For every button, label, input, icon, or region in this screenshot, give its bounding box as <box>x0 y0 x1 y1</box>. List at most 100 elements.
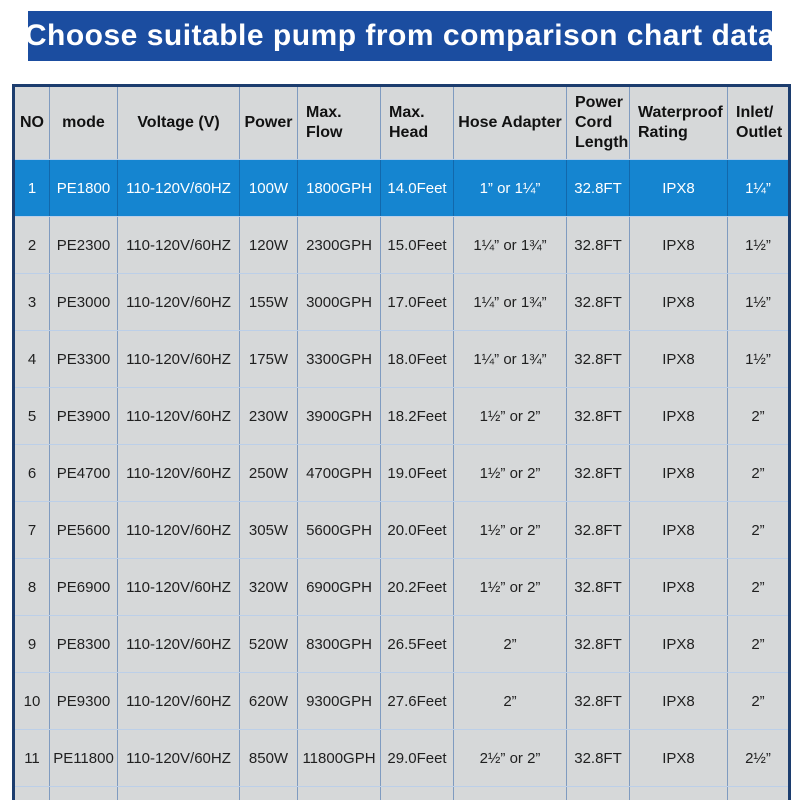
cell-no: 12 <box>13 786 50 800</box>
cell-mode: PE5600 <box>49 501 118 559</box>
cell-voltage: 110-120V/60HZ <box>117 159 240 217</box>
cell-max-flow: 2300GPH <box>297 216 381 274</box>
cell-power: 620W <box>239 672 298 730</box>
cell-max-flow: 6900GPH <box>297 558 381 616</box>
table-row: 10 PE9300 110-120V/60HZ 620W 9300GPH 27.… <box>13 672 790 730</box>
cell-waterproof: IPX8 <box>629 558 728 616</box>
cell-voltage: 110-120V/60HZ <box>117 501 240 559</box>
cell-max-head: 15.0Feet <box>380 216 454 274</box>
cell-voltage: 110-120V/60HZ <box>117 216 240 274</box>
cell-mode: PE3000 <box>49 273 118 331</box>
cell-inlet-outlet: 1½” <box>727 330 790 388</box>
cell-hose-adapter: 2” <box>453 615 567 673</box>
cell-max-flow: 3300GPH <box>297 330 381 388</box>
cell-hose-adapter: 1¼” or 1¾” <box>453 216 567 274</box>
cell-max-head: 14.0Feet <box>380 159 454 217</box>
cell-power: 230W <box>239 387 298 445</box>
cell-mode: PE9300 <box>49 672 118 730</box>
cell-inlet-outlet: 2” <box>727 444 790 502</box>
cell-max-head: 18.0Feet <box>380 330 454 388</box>
cell-mode: PE3900 <box>49 387 118 445</box>
cell-hose-adapter: 2” <box>453 672 567 730</box>
table-row: 1 PE1800 110-120V/60HZ 100W 1800GPH 14.0… <box>13 159 790 217</box>
col-header-voltage: Voltage (V) <box>117 85 240 160</box>
cell-max-flow: 1800GPH <box>297 159 381 217</box>
cell-voltage: 110-120V/60HZ <box>117 672 240 730</box>
cell-cord-length: 32.8FT <box>566 216 630 274</box>
cell-voltage: 110-120V/60HZ <box>117 615 240 673</box>
cell-mode: PE3300 <box>49 330 118 388</box>
cell-power: 175W <box>239 330 298 388</box>
cell-hose-adapter: 1” or 1¼” <box>453 159 567 217</box>
cell-waterproof: IPX8 <box>629 216 728 274</box>
table-row: 4 PE3300 110-120V/60HZ 175W 3300GPH 18.0… <box>13 330 790 388</box>
cell-hose-adapter: 1½” or 2” <box>453 444 567 502</box>
cell-max-head: 27.6Feet <box>380 672 454 730</box>
cell-waterproof: IPX8 <box>629 444 728 502</box>
cell-power: 100W <box>239 159 298 217</box>
cell-cord-length: 32.8FT <box>566 672 630 730</box>
col-header-power: Power <box>239 85 298 160</box>
cell-cord-length: 32.8FT <box>566 330 630 388</box>
cell-hose-adapter: 1¼” or 1¾” <box>453 330 567 388</box>
cell-hose-adapter: 1¼” or 1¾” <box>453 273 567 331</box>
cell-inlet-outlet: 2” <box>727 387 790 445</box>
col-header-mode: mode <box>49 85 118 160</box>
cell-voltage: 110-120V/60HZ <box>117 273 240 331</box>
cell-no: 7 <box>13 501 50 559</box>
header-row: NO mode Voltage (V) Power Max. Flow Max.… <box>13 85 790 160</box>
cell-max-head: 20.2Feet <box>380 558 454 616</box>
table-row: 8 PE6900 110-120V/60HZ 320W 6900GPH 20.2… <box>13 558 790 616</box>
cell-power: 1100W <box>239 786 298 800</box>
cell-voltage: 110-120V/60HZ <box>117 558 240 616</box>
cell-hose-adapter: 1½” or 2” <box>453 387 567 445</box>
cell-mode: PE8300 <box>49 615 118 673</box>
cell-mode: PE11800 <box>49 729 118 787</box>
cell-no: 4 <box>13 330 50 388</box>
table-row: 5 PE3900 110-120V/60HZ 230W 3900GPH 18.2… <box>13 387 790 445</box>
cell-cord-length: 32.8FT <box>566 729 630 787</box>
col-header-inlet-outlet: Inlet/ Outlet <box>727 85 790 160</box>
cell-no: 8 <box>13 558 50 616</box>
cell-cord-length: 32.8FT <box>566 786 630 800</box>
cell-hose-adapter: 2½” or 2” <box>453 786 567 800</box>
cell-waterproof: IPX8 <box>629 387 728 445</box>
cell-max-flow: 4700GPH <box>297 444 381 502</box>
cell-max-flow: 3900GPH <box>297 387 381 445</box>
cell-voltage: 110-120V/60HZ <box>117 444 240 502</box>
table-body: 1 PE1800 110-120V/60HZ 100W 1800GPH 14.0… <box>13 159 790 800</box>
cell-max-head: 20.0Feet <box>380 501 454 559</box>
col-header-waterproof: Waterproof Rating <box>629 85 728 160</box>
cell-waterproof: IPX8 <box>629 786 728 800</box>
cell-max-flow: 5600GPH <box>297 501 381 559</box>
cell-no: 6 <box>13 444 50 502</box>
cell-mode: PE1800 <box>49 159 118 217</box>
cell-max-flow: 13800GPH <box>297 786 381 800</box>
cell-cord-length: 32.8FT <box>566 501 630 559</box>
cell-inlet-outlet: 2½” <box>727 729 790 787</box>
cell-max-head: 18.2Feet <box>380 387 454 445</box>
cell-voltage: 110-120V/60HZ <box>117 729 240 787</box>
cell-max-head: 35.5Feet <box>380 786 454 800</box>
cell-power: 305W <box>239 501 298 559</box>
cell-cord-length: 32.8FT <box>566 273 630 331</box>
cell-power: 850W <box>239 729 298 787</box>
cell-hose-adapter: 2½” or 2” <box>453 729 567 787</box>
col-header-no: NO <box>13 85 50 160</box>
cell-no: 9 <box>13 615 50 673</box>
cell-power: 320W <box>239 558 298 616</box>
cell-voltage: 110-120V/60HZ <box>117 786 240 800</box>
cell-max-flow: 3000GPH <box>297 273 381 331</box>
cell-no: 5 <box>13 387 50 445</box>
cell-inlet-outlet: 1¼” <box>727 159 790 217</box>
col-header-max-flow: Max. Flow <box>297 85 381 160</box>
table-container: NO mode Voltage (V) Power Max. Flow Max.… <box>12 84 791 800</box>
cell-inlet-outlet: 2½” <box>727 786 790 800</box>
cell-max-flow: 8300GPH <box>297 615 381 673</box>
table-row: 7 PE5600 110-120V/60HZ 305W 5600GPH 20.0… <box>13 501 790 559</box>
cell-voltage: 110-120V/60HZ <box>117 387 240 445</box>
cell-no: 11 <box>13 729 50 787</box>
cell-cord-length: 32.8FT <box>566 444 630 502</box>
cell-max-flow: 11800GPH <box>297 729 381 787</box>
